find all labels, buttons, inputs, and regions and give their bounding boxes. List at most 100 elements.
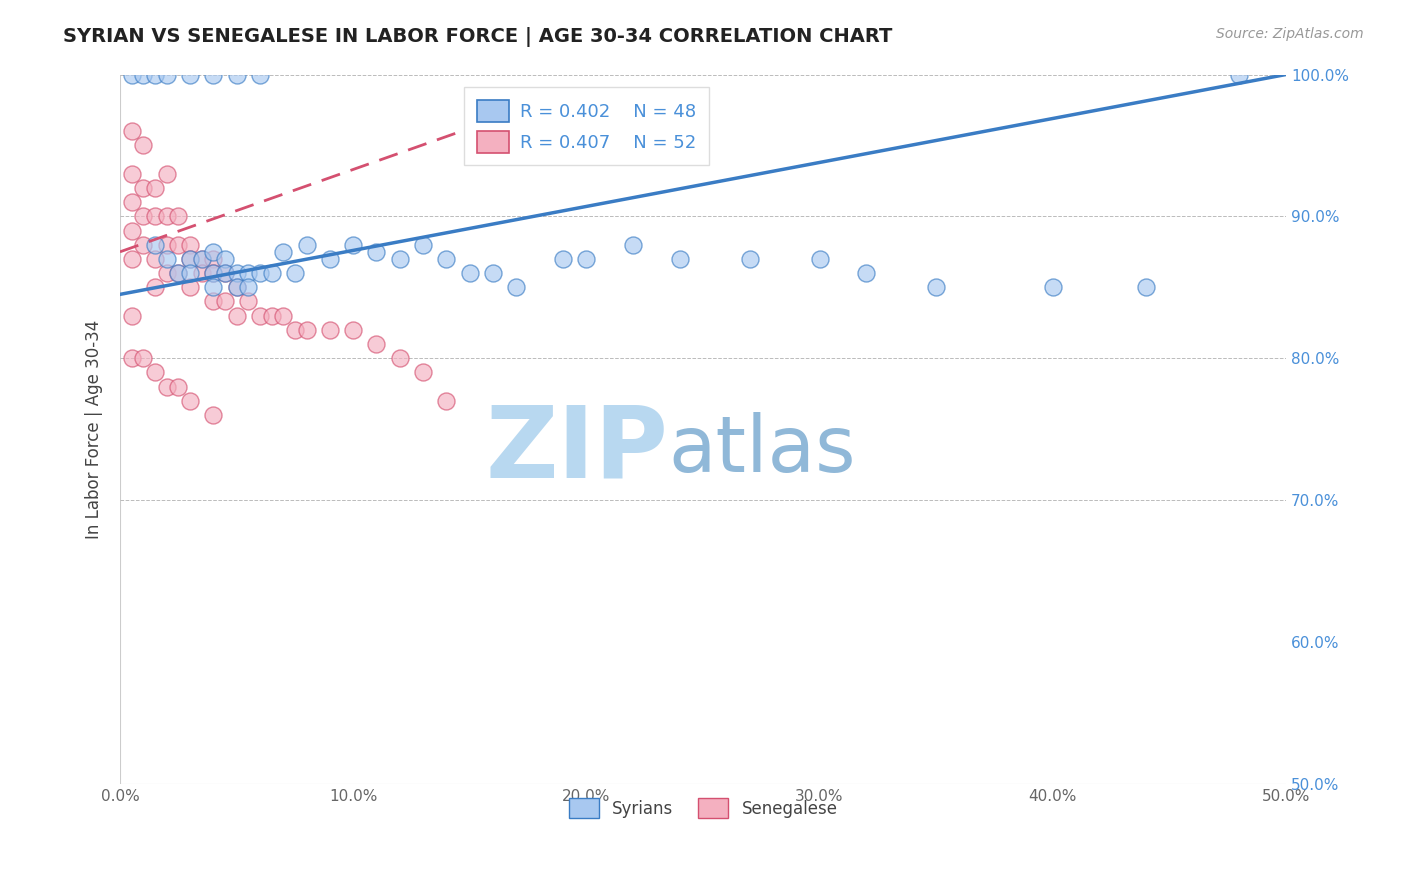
Point bbox=[738, 252, 761, 266]
Point bbox=[179, 280, 201, 294]
Point bbox=[412, 365, 434, 379]
Point bbox=[295, 237, 318, 252]
Point bbox=[855, 266, 877, 280]
Point bbox=[342, 323, 364, 337]
Point bbox=[121, 351, 143, 366]
Point bbox=[202, 408, 225, 422]
Point bbox=[342, 237, 364, 252]
Point bbox=[575, 252, 598, 266]
Point bbox=[238, 280, 260, 294]
Point bbox=[505, 280, 527, 294]
Point bbox=[121, 195, 143, 210]
Point bbox=[1227, 68, 1250, 82]
Point bbox=[190, 252, 212, 266]
Point bbox=[132, 138, 155, 153]
Point bbox=[132, 237, 155, 252]
Point bbox=[121, 309, 143, 323]
Point bbox=[179, 237, 201, 252]
Point bbox=[179, 252, 201, 266]
Point bbox=[271, 309, 294, 323]
Point bbox=[366, 244, 388, 259]
Point bbox=[155, 252, 177, 266]
Point bbox=[808, 252, 831, 266]
Point bbox=[319, 323, 342, 337]
Point bbox=[155, 210, 177, 224]
Point bbox=[179, 266, 201, 280]
Point bbox=[167, 266, 190, 280]
Point bbox=[1135, 280, 1157, 294]
Point bbox=[271, 244, 294, 259]
Point bbox=[202, 280, 225, 294]
Point bbox=[214, 266, 236, 280]
Point bbox=[143, 280, 166, 294]
Point bbox=[238, 294, 260, 309]
Point bbox=[179, 68, 201, 82]
Point bbox=[214, 252, 236, 266]
Point bbox=[412, 237, 434, 252]
Point bbox=[621, 237, 644, 252]
Text: SYRIAN VS SENEGALESE IN LABOR FORCE | AGE 30-34 CORRELATION CHART: SYRIAN VS SENEGALESE IN LABOR FORCE | AG… bbox=[63, 27, 893, 46]
Point bbox=[249, 68, 271, 82]
Point bbox=[482, 266, 505, 280]
Point bbox=[190, 266, 212, 280]
Point bbox=[436, 252, 458, 266]
Point bbox=[167, 237, 190, 252]
Point bbox=[319, 252, 342, 266]
Point bbox=[202, 294, 225, 309]
Point bbox=[143, 181, 166, 195]
Point bbox=[143, 237, 166, 252]
Point bbox=[202, 252, 225, 266]
Point bbox=[143, 365, 166, 379]
Text: ZIP: ZIP bbox=[485, 402, 668, 499]
Point bbox=[121, 252, 143, 266]
Point bbox=[388, 351, 411, 366]
Point bbox=[366, 337, 388, 351]
Point bbox=[155, 68, 177, 82]
Point bbox=[190, 252, 212, 266]
Point bbox=[214, 266, 236, 280]
Point bbox=[214, 294, 236, 309]
Point bbox=[202, 266, 225, 280]
Point bbox=[202, 244, 225, 259]
Point bbox=[225, 309, 247, 323]
Point bbox=[143, 68, 166, 82]
Point bbox=[132, 68, 155, 82]
Point bbox=[225, 68, 247, 82]
Point bbox=[202, 68, 225, 82]
Point bbox=[668, 252, 690, 266]
Point bbox=[925, 280, 948, 294]
Point bbox=[143, 252, 166, 266]
Point bbox=[121, 124, 143, 138]
Point bbox=[155, 266, 177, 280]
Point bbox=[284, 266, 307, 280]
Point bbox=[225, 280, 247, 294]
Point bbox=[167, 210, 190, 224]
Point bbox=[155, 379, 177, 393]
Point bbox=[179, 252, 201, 266]
Y-axis label: In Labor Force | Age 30-34: In Labor Force | Age 30-34 bbox=[86, 319, 103, 539]
Point bbox=[388, 252, 411, 266]
Point bbox=[249, 309, 271, 323]
Point bbox=[143, 210, 166, 224]
Text: Source: ZipAtlas.com: Source: ZipAtlas.com bbox=[1216, 27, 1364, 41]
Legend: Syrians, Senegalese: Syrians, Senegalese bbox=[562, 791, 844, 825]
Point bbox=[155, 167, 177, 181]
Point bbox=[260, 266, 283, 280]
Point bbox=[132, 210, 155, 224]
Text: atlas: atlas bbox=[668, 412, 855, 489]
Point bbox=[249, 266, 271, 280]
Point bbox=[179, 393, 201, 408]
Point bbox=[1042, 280, 1064, 294]
Point bbox=[121, 68, 143, 82]
Point bbox=[167, 266, 190, 280]
Point bbox=[295, 323, 318, 337]
Point bbox=[436, 393, 458, 408]
Point bbox=[458, 266, 481, 280]
Point bbox=[225, 280, 247, 294]
Point bbox=[202, 266, 225, 280]
Point bbox=[225, 266, 247, 280]
Point bbox=[238, 266, 260, 280]
Point bbox=[121, 167, 143, 181]
Point bbox=[167, 379, 190, 393]
Point bbox=[551, 252, 574, 266]
